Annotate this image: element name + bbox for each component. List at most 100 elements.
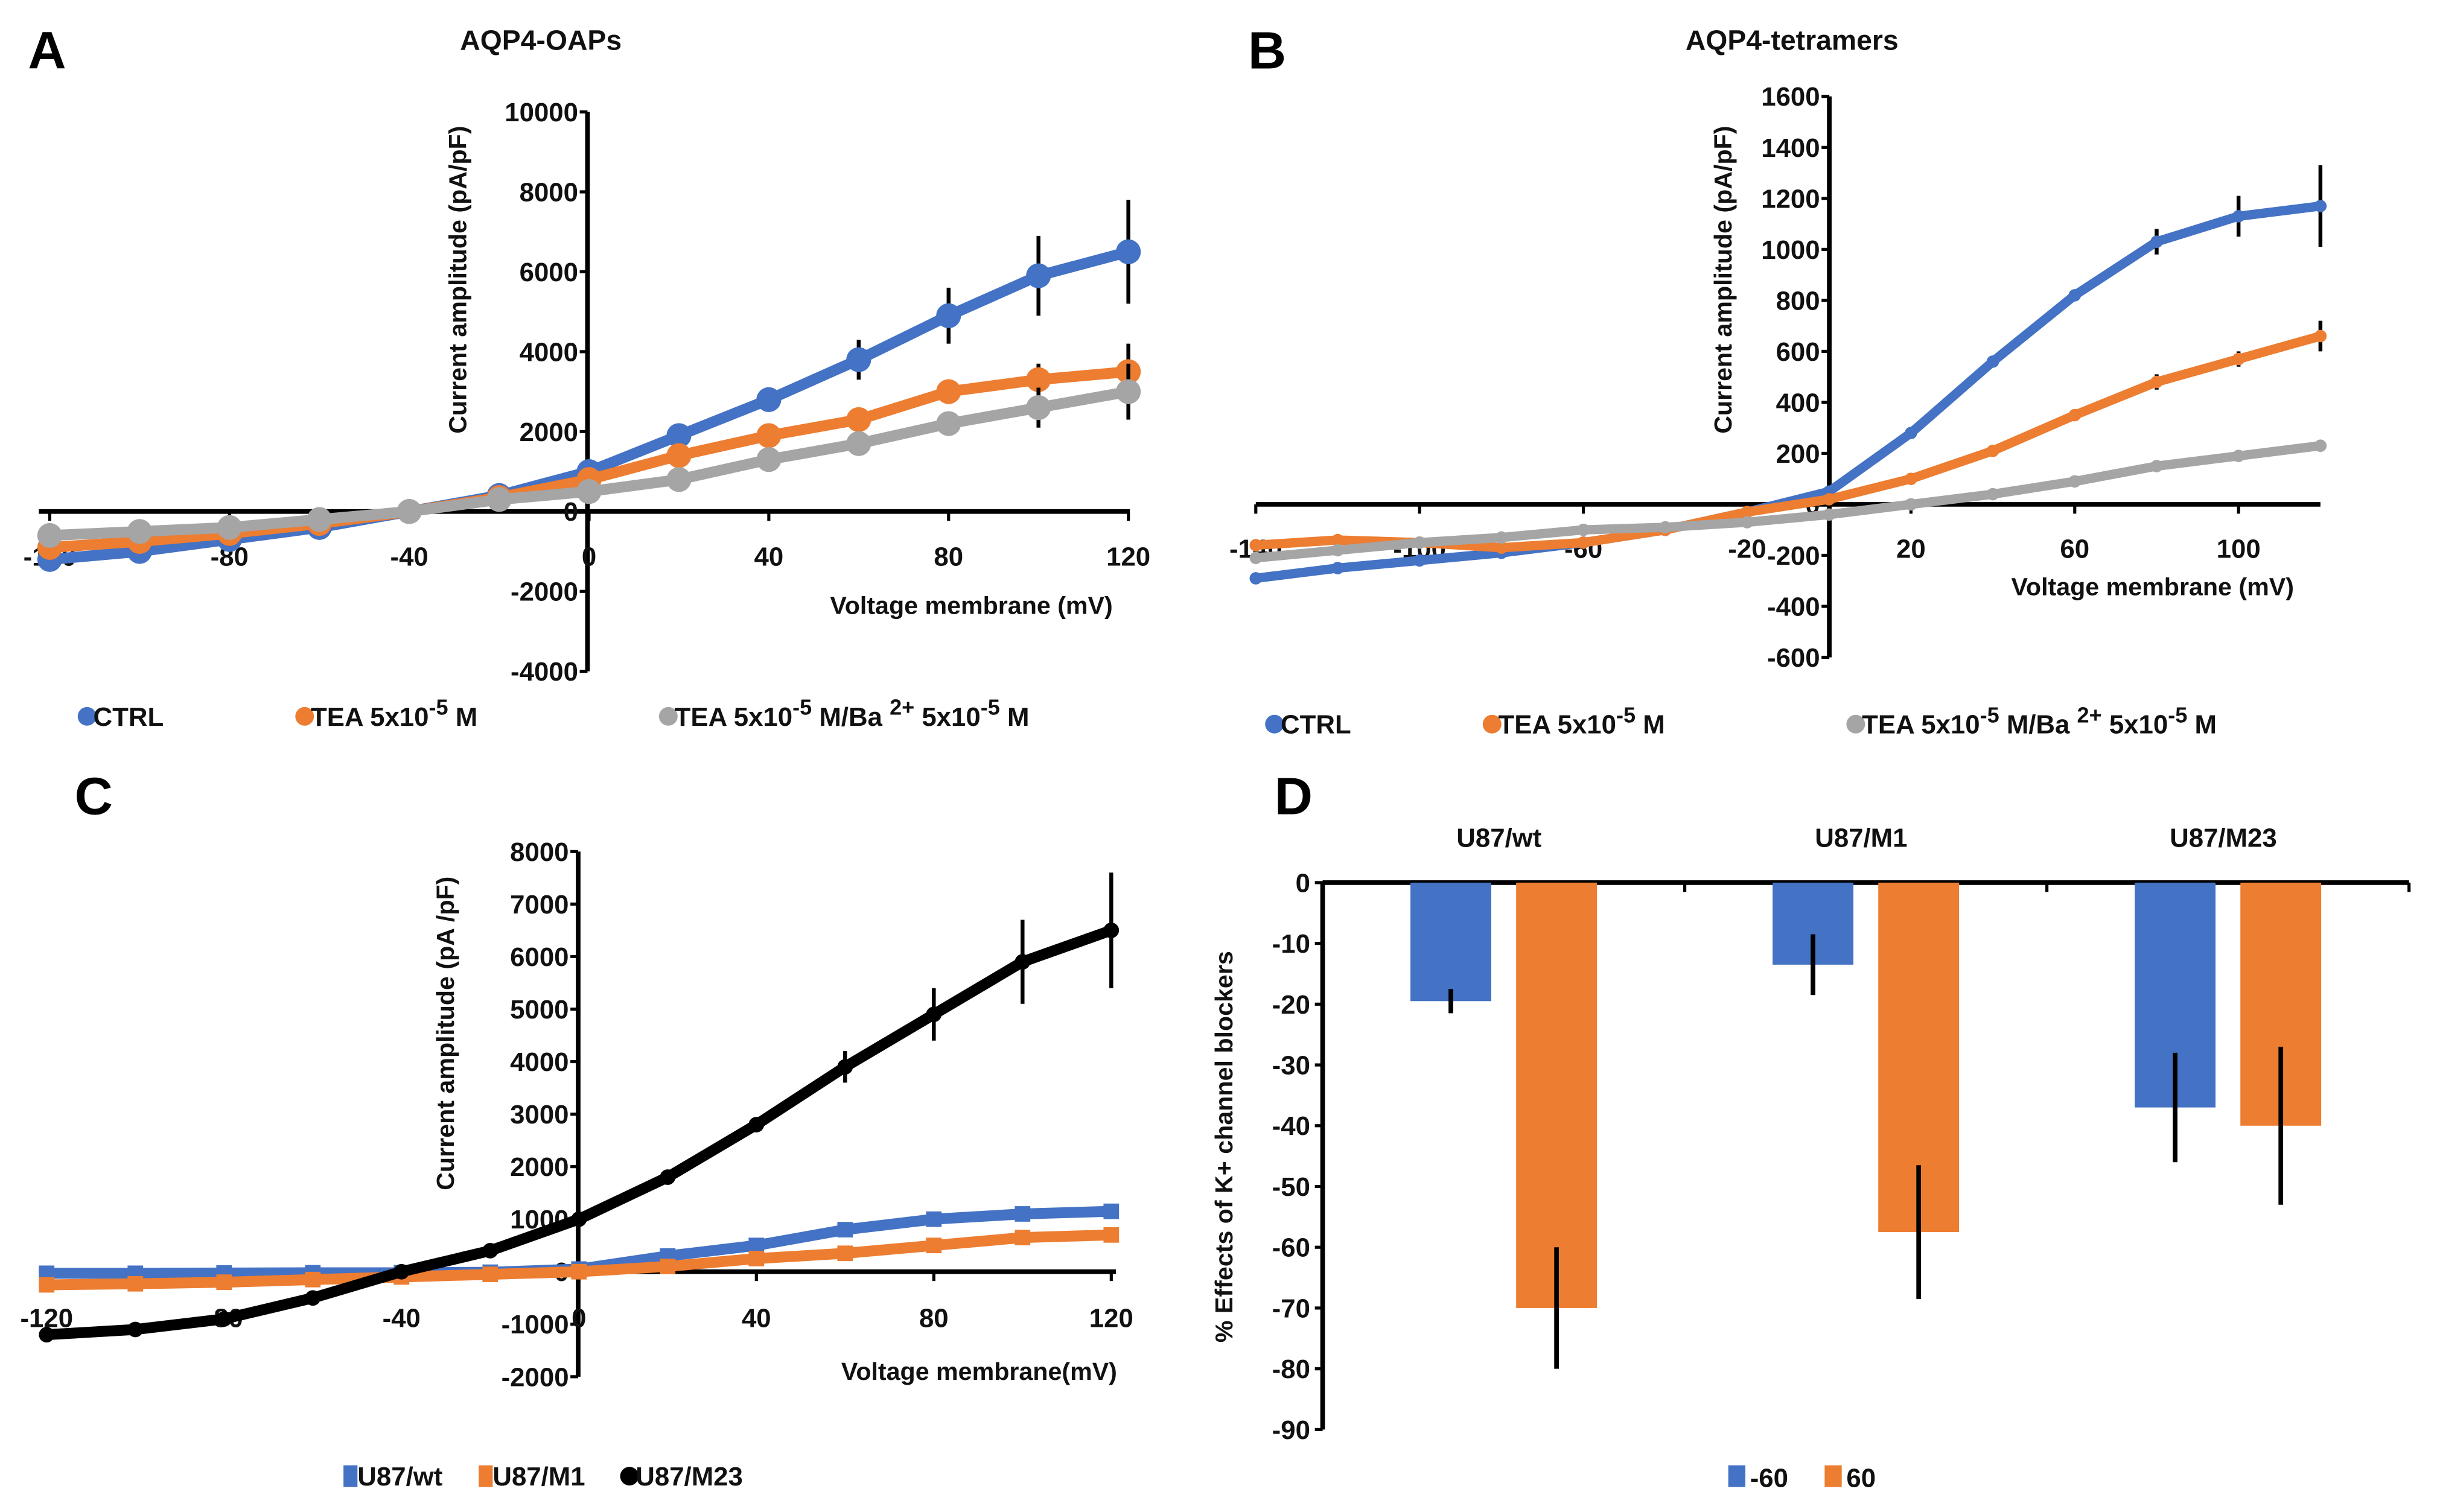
y-tick-label: 8000 (510, 837, 569, 867)
legend-item: TEA 5x10-5 M (311, 695, 477, 732)
data-point (936, 379, 961, 404)
legend-superscript: -5 (1980, 703, 1999, 728)
panel-label-c: C (75, 767, 113, 826)
data-point (2068, 475, 2082, 488)
legend-swatch (620, 1467, 639, 1486)
legend-text-part: M (456, 702, 477, 732)
chart-title: AQP4-OAPs (460, 25, 622, 56)
y-tick-label: 6000 (520, 258, 578, 287)
data-point (666, 443, 692, 468)
y-tick-label: 0 (564, 497, 578, 527)
legend-item: CTRL (1281, 710, 1351, 740)
data-point (846, 407, 871, 433)
data-point (307, 507, 332, 532)
x-tick-label: 0 (582, 542, 596, 572)
data-point (39, 1327, 55, 1343)
data-point (2068, 289, 2082, 302)
y-tick-label: -4000 (511, 657, 578, 687)
legend-superscript: 2+ (2077, 703, 2102, 728)
legend-text-part: 5x10 (922, 702, 980, 732)
x-tick-label: 120 (1106, 542, 1150, 572)
data-point (1249, 551, 1263, 564)
data-point (1103, 923, 1120, 938)
y-tick-label: 1000 (1761, 235, 1820, 265)
data-point (2150, 460, 2163, 472)
data-point (660, 1169, 676, 1185)
y-tick-label: 2000 (510, 1152, 569, 1182)
legend-text-part: M/Ba (2007, 710, 2077, 740)
x-axis-label: Voltage membrane(mV) (841, 1358, 1117, 1385)
legend-text-part: 5x10 (2109, 710, 2168, 740)
y-tick-label: 1400 (1761, 133, 1820, 163)
data-point (1986, 444, 1999, 457)
data-point (1331, 562, 1344, 574)
legend-text-part: TEA 5x10 (675, 702, 792, 732)
x-tick-label: 40 (754, 542, 784, 572)
legend: -60 60 (1728, 1464, 1876, 1493)
data-point (486, 487, 512, 512)
legend-text-part: M (1007, 702, 1029, 732)
y-tick-label: -80 (1272, 1355, 1310, 1384)
legend-superscript: -5 (981, 695, 1000, 720)
x-tick-label: -40 (390, 542, 428, 572)
y-tick-label: 2000 (520, 418, 578, 447)
data-point (1103, 1203, 1120, 1219)
data-point (1905, 472, 1917, 485)
legend-item: 60 (1846, 1464, 1876, 1493)
data-point (2314, 439, 2327, 453)
data-point (2150, 235, 2163, 248)
y-tick-label: 4000 (510, 1047, 569, 1077)
data-point (216, 1274, 232, 1291)
y-tick-label: 8000 (520, 177, 578, 207)
legend-superscript: 2+ (890, 695, 914, 720)
x-tick-label: -20 (1728, 535, 1766, 564)
data-point (2314, 329, 2327, 343)
data-point (666, 467, 692, 492)
legend-swatch (1846, 714, 1865, 734)
legend-text-part: M (1643, 710, 1664, 740)
y-tick-label: 7000 (510, 890, 569, 920)
data-point (756, 423, 782, 448)
y-axis-label: Current amplitude (pA/pF) (1709, 126, 1737, 434)
bar (1516, 882, 1598, 1308)
y-tick-label: -60 (1272, 1233, 1310, 1263)
legend-swatch (77, 707, 97, 726)
x-tick-label: 120 (1089, 1303, 1133, 1333)
legend-spacer (1636, 710, 1643, 740)
data-point (936, 411, 961, 436)
legend-item: U87/M1 (492, 1462, 585, 1491)
data-point (756, 387, 782, 412)
legend: U87/wt U87/M1 U87/M23 (343, 1462, 743, 1491)
x-tick-label: 80 (919, 1303, 949, 1333)
panel-label-d: D (1275, 767, 1313, 826)
y-tick-label: -2000 (502, 1362, 569, 1392)
legend-swatch (1824, 1465, 1842, 1487)
legend-superscript: -5 (428, 695, 448, 720)
series-3 (37, 363, 1141, 548)
legend-text-part: M/Ba (819, 702, 890, 732)
legend: CTRL TEA 5x10-5 M TEA 5x10-5 M/Ba 2+ 5x10-… (77, 695, 1030, 732)
y-tick-label: -1000 (502, 1310, 569, 1339)
data-point (1116, 379, 1141, 404)
data-point (936, 303, 961, 328)
data-point (2150, 375, 2163, 389)
x-axis-label: Voltage membrane (mV) (2012, 573, 2294, 600)
data-point (926, 1006, 942, 1023)
y-tick-label: 800 (1776, 286, 1820, 316)
legend-swatch (1265, 714, 1284, 734)
legend-swatch (295, 707, 314, 726)
legend-spacer (2102, 710, 2109, 740)
data-point (397, 499, 422, 524)
chart-panel-b: AQP4-tetramers-600-400-20002004006008001… (1229, 25, 2327, 740)
legend-item: TEA 5x10-5 M/Ba 2+ 5x10-5 M (675, 695, 1030, 732)
data-point (2232, 449, 2245, 462)
data-point (127, 519, 152, 544)
y-tick-label: -2000 (511, 577, 578, 607)
data-point (1577, 523, 1590, 536)
data-point (127, 1321, 144, 1338)
series-3 (1249, 439, 2327, 564)
legend-item: CTRL (94, 702, 164, 732)
data-point (748, 1117, 765, 1132)
data-point (216, 1311, 232, 1327)
